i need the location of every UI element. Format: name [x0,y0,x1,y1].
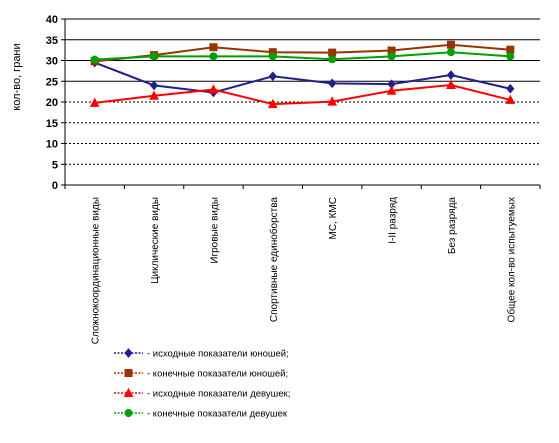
x-category-label: I-II разряд [388,197,399,244]
data-point [446,79,456,89]
y-tick-label: 20 [46,97,58,109]
gridlines [65,18,540,165]
y-tick-labels: 0 5 10 15 20 25 30 35 40 [46,14,58,192]
data-point [446,48,455,57]
y-tick-label: 5 [52,159,58,171]
series-line [94,43,511,63]
legend-item: - конечные показатели юношей; [114,369,288,380]
series-4 [90,48,515,64]
y-axis-label: кол-во, грани [11,43,23,110]
x-category-label: Без разряда [447,197,458,255]
y-tick-label: 0 [52,180,58,192]
data-point [505,94,516,104]
x-category-label: Общее кол-во испытуемых [505,197,517,322]
y-tick-label: 35 [46,35,58,47]
series-line [94,51,511,61]
legend: - исходные показатели юношей; - конечные … [114,348,290,420]
data-point [328,55,337,64]
y-tick-label: 10 [46,139,58,151]
x-category-labels: Сложнокоординационные виды Циклические ви… [91,197,518,345]
data-point [327,96,338,106]
data-point [446,40,455,49]
y-tick-label: 25 [46,76,58,88]
data-point [268,52,277,61]
x-category-label: Спортивные единоборства [268,197,280,323]
x-category-label: МС, КМС [328,197,339,240]
legend-marker [124,368,133,377]
data-point [149,90,159,100]
data-point [328,48,337,57]
axes [61,18,541,189]
data-point [446,70,456,80]
legend-label: - конечные показатели девушек [147,409,288,420]
data-point [150,52,159,61]
data-point [328,78,337,89]
series-line [94,61,511,94]
legend-item: - исходные показатели юношей; [114,348,289,360]
x-category-label: Игровые виды [209,197,220,264]
data-point [506,52,515,61]
x-category-label: Сложнокоординационные виды [91,197,102,344]
series-1 [90,57,515,98]
data-point [149,80,159,91]
legend-item: - исходные показатели девушек; [114,387,290,400]
data-point [387,52,396,61]
data-point [386,85,397,95]
data-point [208,84,219,94]
y-tick-label: 30 [46,56,58,68]
data-point [89,97,100,107]
series-line [94,83,511,106]
data-point [506,45,515,54]
data-point [209,52,218,61]
legend-label: - исходные показатели девушек; [147,389,290,400]
y-tick-label: 15 [46,118,58,130]
x-category-label: Циклические виды [150,197,161,284]
data-point [90,55,99,64]
series-group [89,40,516,109]
legend-label: - исходные показатели юношей; [147,349,289,360]
data-point [268,71,277,82]
legend-label: - конечные показатели юношей; [147,369,288,380]
y-tick-label: 40 [46,14,58,26]
data-point [506,83,515,94]
legend-marker [123,387,134,398]
legend-marker [124,348,133,358]
legend-marker [124,408,133,417]
data-point [267,98,278,109]
data-point [209,43,218,52]
legend-item: - конечные показатели девушек [114,409,288,420]
series-3 [89,79,516,109]
